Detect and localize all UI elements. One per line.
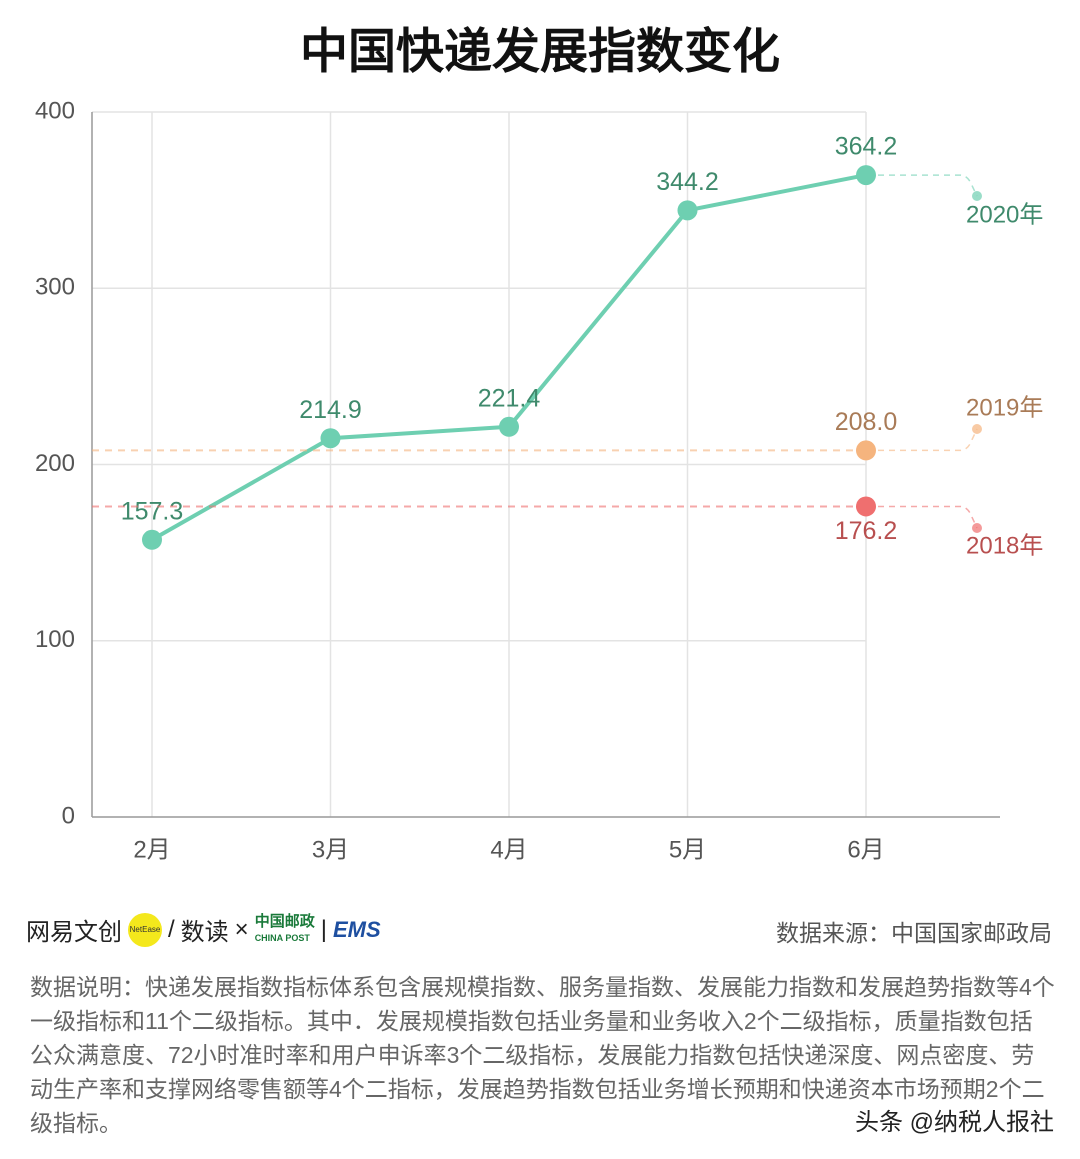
y-tick-label: 100 <box>35 626 75 653</box>
point <box>856 496 876 517</box>
watermark: 头条 @纳税人报社 <box>854 1102 1054 1137</box>
legend-label: 2020年 <box>966 201 1043 228</box>
data-label: 344.2 <box>656 168 719 196</box>
legend-dot <box>972 424 982 434</box>
x-tick-label: 6月 <box>847 836 884 863</box>
x-tick-label: 5月 <box>669 836 706 863</box>
logo-chinapost: 中国邮政 CHINA POST <box>254 912 315 946</box>
logo-text: | <box>320 915 327 943</box>
connector <box>878 174 978 197</box>
logo-text: / <box>168 915 175 943</box>
x-tick-label: 3月 <box>312 836 349 863</box>
legend-dot <box>972 191 982 201</box>
y-tick-label: 200 <box>35 450 75 477</box>
point <box>499 416 519 437</box>
logos: 网易文创 NetEase / 数读 × 中国邮政 CHINA POST | EMS <box>26 912 381 947</box>
point <box>142 529 162 550</box>
logo-ems: EMS <box>332 916 381 942</box>
y-tick-label: 300 <box>35 274 75 301</box>
data-label: 364.2 <box>835 133 898 161</box>
logo-text: × <box>234 915 249 943</box>
logo-text: 网易文创 <box>26 919 122 946</box>
y-tick-label: 400 <box>35 97 75 124</box>
data-label: 176.2 <box>835 517 898 545</box>
point <box>856 440 876 461</box>
point <box>320 428 341 449</box>
x-tick-label: 2月 <box>133 836 170 863</box>
legend-dot <box>972 523 982 533</box>
point <box>677 200 698 221</box>
logo-text: 数读 <box>180 919 229 946</box>
logo-badge: NetEase <box>128 912 162 947</box>
chart-title: 中国快递发展指数变化 <box>300 26 780 79</box>
legend-label: 2018年 <box>966 532 1043 559</box>
legend-label: 2019年 <box>966 394 1043 421</box>
connector <box>878 428 978 452</box>
data-label: 208.0 <box>835 408 898 436</box>
chart: 中国快递发展指数变化 0 100 200 300 400 2月 3月 4月 5月 6月 2020年 1… <box>35 26 1043 864</box>
point <box>856 165 876 186</box>
source: 数据来源：中国国家邮政局 <box>776 920 1052 946</box>
note: 数据说明：快递发展指数指标体系包含展规模指数、服务量指数、发展能力指数和发展趋势… <box>30 974 1055 1136</box>
data-label: 214.9 <box>299 396 362 424</box>
data-label: 221.4 <box>478 384 541 412</box>
y-tick-label: 0 <box>62 802 75 829</box>
connector <box>878 505 978 529</box>
data-label: 157.3 <box>121 497 184 525</box>
logo-text: 中国邮政 <box>254 912 315 930</box>
logo-text: CHINA POST <box>254 932 310 943</box>
x-tick-label: 4月 <box>490 836 527 863</box>
